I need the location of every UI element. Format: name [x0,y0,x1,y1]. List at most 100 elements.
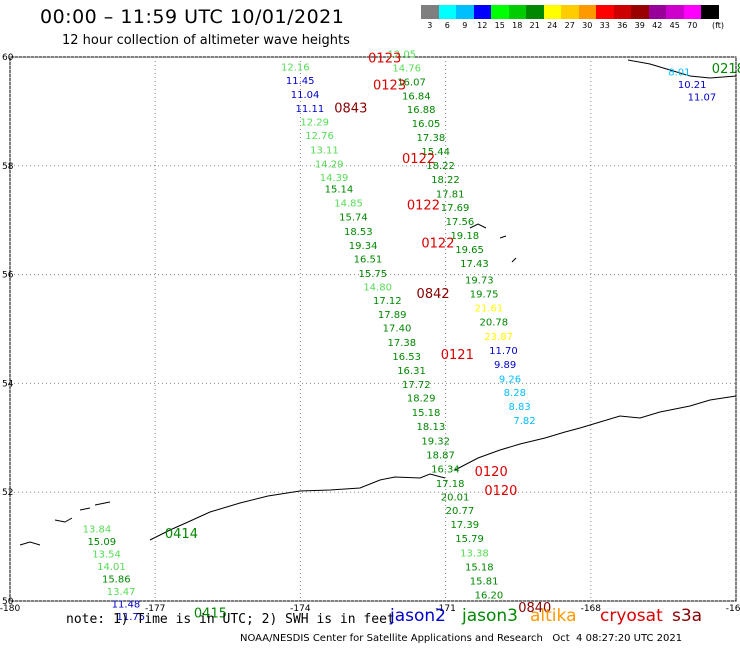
wave-height-label: 8.28 [504,388,526,399]
scale-bin: 45 [666,5,684,30]
wave-height-label: 15.44 [421,147,450,158]
scale-swatch [683,5,701,19]
wave-height-label: 17.69 [441,203,470,214]
pass-time-label: 0120 [475,465,508,480]
pass-time-label: 0122 [407,198,440,213]
wave-height-label: 11.11 [296,104,325,115]
scale-unit: (ft) [712,21,725,30]
pass-time-label: 0414 [165,527,198,542]
scale-swatch [456,5,474,19]
pass-time-label: 0122 [421,236,454,251]
wave-height-label: 19.34 [349,241,378,252]
scale-swatch [596,5,614,19]
wave-height-label: 16.31 [397,366,426,377]
satellite-jason2: jason2 [390,606,446,626]
wave-height-label: 20.78 [479,318,508,329]
pass-time-label: 0843 [334,101,367,116]
wave-height-label: 18.53 [344,227,373,238]
wave-height-label: 17.39 [450,520,479,531]
pribilof-islands [469,223,517,263]
scale-bin: 21 [526,5,544,30]
wave-height-label: 19.75 [470,289,499,300]
wave-height-label: 15.74 [339,213,368,224]
scale-swatch [613,5,631,19]
lat-tick-label: 54 [2,379,14,389]
wave-height-label: 18.87 [426,450,455,461]
wave-height-label: 17.89 [378,310,407,321]
lon-tick-label: -165 [726,604,740,614]
wave-height-label: 13.84 [83,524,112,535]
alaska-peninsula [454,395,737,471]
scale-swatch [438,5,456,19]
wave-height-label: 16.34 [431,465,460,476]
wave-height-label: 12.16 [281,63,310,74]
wave-height-label: 17.72 [402,380,431,391]
aleutian-islands [149,473,446,541]
coastline [19,59,737,546]
wave-height-label: 11.75 [116,612,145,623]
scale-label: 42 [652,21,663,30]
wave-height-label: 11.48 [112,600,141,611]
wave-height-label: 15.14 [325,184,354,195]
wave-height-label: 18.13 [417,422,446,433]
scale-swatch [631,5,649,19]
wave-height-label: 19.32 [421,436,450,447]
wave-height-label: 12.76 [305,131,334,142]
wave-height-label: 15.79 [455,534,484,545]
scale-label: 3 [427,21,433,30]
wave-height-label: 15.18 [412,408,441,419]
wave-height-label: 13.38 [460,548,489,559]
track-labels: 12.16 11.45 11.04 11.11 12.29 12.76 13.11 14.29… [83,50,717,623]
wave-height-label: 17.18 [436,479,465,490]
axis-ticks: -180 -177 -174 -171 -168 -165 60 58 56 54 52 50 [0,53,740,614]
wave-height-label: 12.05 [388,50,417,61]
pass-time-label: 0123 [373,79,406,94]
scale-label: 15 [494,21,505,30]
wave-height-label: 19.73 [465,275,494,286]
wave-height-label: 21.61 [475,304,504,315]
scale-label: 6 [444,21,450,30]
wave-height-label: 13.54 [92,549,121,560]
wave-height-label: 17.43 [460,259,489,270]
lat-tick-label: 56 [2,271,14,281]
scale-swatch [421,5,439,19]
wave-height-label: 11.07 [688,93,717,104]
wave-height-label: 16.20 [475,590,504,601]
scale-bin: 70 [683,5,701,30]
scale-label: 70 [687,21,698,30]
scale-label: 39 [634,21,645,30]
lon-tick-label: -168 [581,604,602,614]
scale-bin: 15 [491,5,509,30]
wave-height-label: 9.89 [494,360,516,371]
wave-height-label: 15.86 [102,575,131,586]
scale-label: 9 [462,21,468,30]
wave-height-label: 18.22 [426,161,455,172]
wave-height-label: 16.07 [397,77,426,88]
wave-height-label: 15.81 [470,577,499,588]
scale-swatch [508,5,526,19]
scale-bin: 39 [631,5,649,30]
scale-label: 33 [599,21,610,30]
wave-height-label: 15.75 [358,269,387,280]
pass-time-label: 0218 [712,62,740,77]
wave-height-label: 11.70 [489,346,518,357]
scale-bin: 6 [438,5,456,30]
scale-swatch [473,5,491,19]
wave-height-label: 20.77 [446,506,475,517]
wave-height-label: 15.18 [465,563,494,574]
wave-height-label: 17.38 [388,338,417,349]
wave-height-label: 23.87 [484,332,513,343]
scale-bin [701,5,719,30]
satellite-altika: altika [530,606,577,626]
time-labels: 0123 0123 0843 0122 0122 0122 0842 0121 0120 0120… [165,51,740,621]
wave-height-label: 12.29 [300,118,329,129]
wave-height-label: 19.65 [455,245,484,256]
scale-bin: 30 [578,5,596,30]
wave-height-label: 16.05 [412,119,441,130]
pass-time-label: 0840 [518,601,551,616]
lat-tick-label: 58 [2,162,14,172]
wave-height-label: 17.40 [383,324,412,335]
satellite-s3a: s3a [672,606,703,626]
lon-tick-label: -177 [145,604,165,614]
